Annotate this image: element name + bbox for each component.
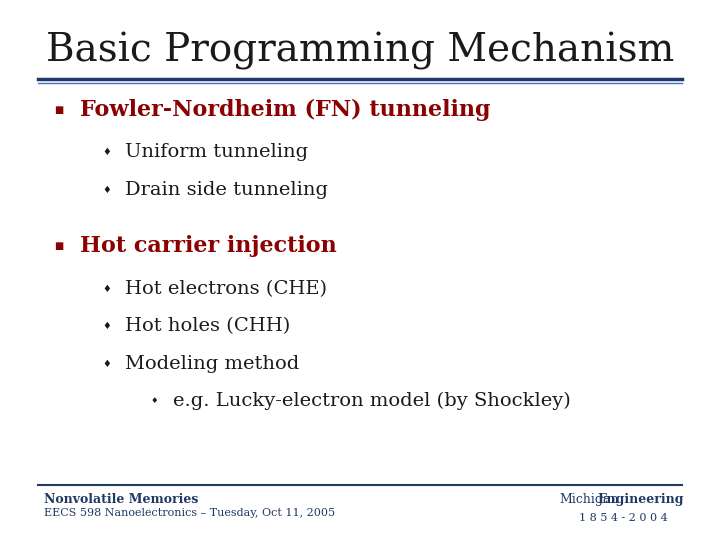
Text: 1 8 5 4 - 2 0 0 4: 1 8 5 4 - 2 0 0 4 [579, 513, 667, 523]
Text: Uniform tunneling: Uniform tunneling [125, 144, 308, 161]
Text: Nonvolatile Memories: Nonvolatile Memories [45, 494, 199, 507]
Text: Modeling method: Modeling method [125, 355, 300, 373]
Text: Hot electrons (CHE): Hot electrons (CHE) [125, 280, 327, 298]
Text: Fowler-Nordheim (FN) tunneling: Fowler-Nordheim (FN) tunneling [80, 99, 490, 121]
Text: Hot holes (CHH): Hot holes (CHH) [125, 317, 290, 335]
Text: Engineering: Engineering [597, 494, 683, 507]
Text: ♦: ♦ [150, 396, 158, 406]
Text: ♦: ♦ [102, 147, 111, 158]
Text: Michigan: Michigan [559, 494, 619, 507]
Text: EECS 598 Nanoelectronics – Tuesday, Oct 11, 2005: EECS 598 Nanoelectronics – Tuesday, Oct … [45, 508, 336, 518]
Text: Basic Programming Mechanism: Basic Programming Mechanism [46, 32, 674, 70]
Text: Hot carrier injection: Hot carrier injection [80, 235, 336, 257]
Text: e.g. Lucky-electron model (by Shockley): e.g. Lucky-electron model (by Shockley) [174, 392, 571, 410]
Text: ♦: ♦ [102, 185, 111, 195]
Text: ♦: ♦ [102, 284, 111, 294]
Text: ■: ■ [54, 241, 63, 251]
Text: ♦: ♦ [102, 321, 111, 331]
Text: ■: ■ [54, 105, 63, 114]
Text: ♦: ♦ [102, 359, 111, 368]
Text: Drain side tunneling: Drain side tunneling [125, 181, 328, 199]
